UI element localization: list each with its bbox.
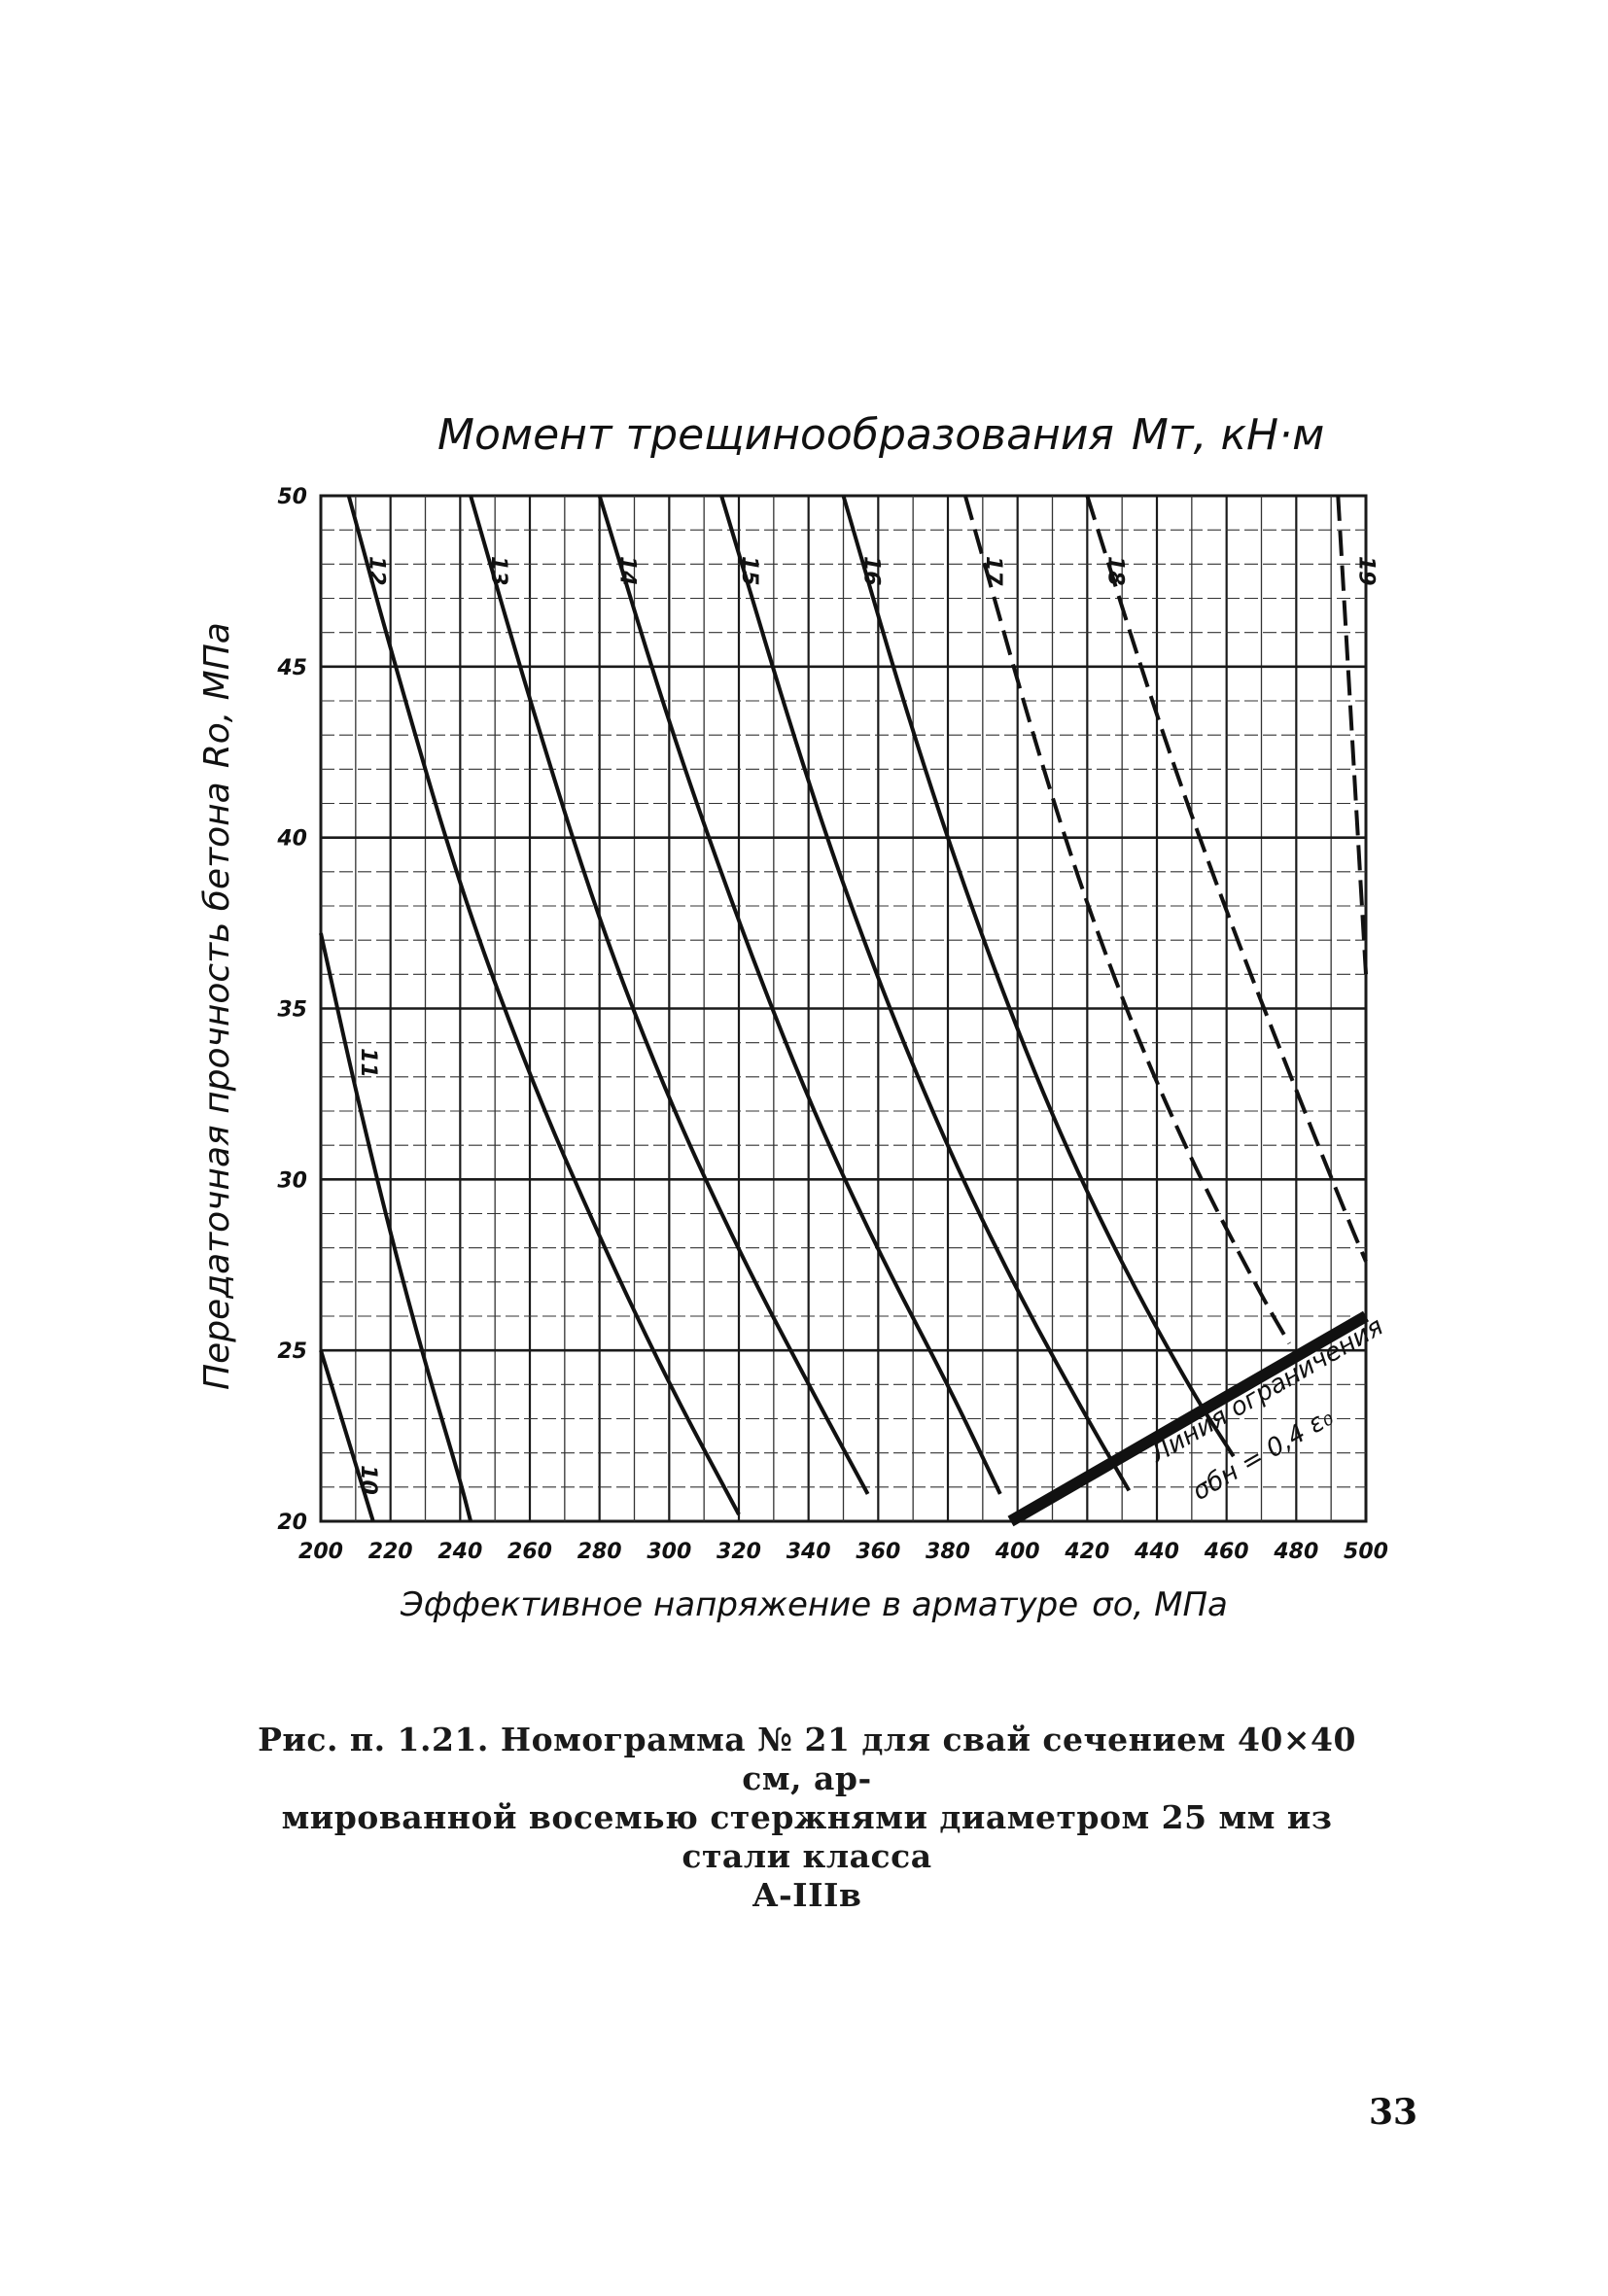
curve-10	[319, 1349, 375, 1522]
curve-19	[1336, 495, 1368, 975]
x-tick-label: 340	[787, 1540, 831, 1564]
curve-label-18: 18	[1102, 556, 1127, 586]
curve-label-19: 19	[1353, 556, 1378, 586]
x-tick-label: 420	[1064, 1540, 1109, 1564]
curve-label-17: 17	[981, 556, 1005, 586]
caption-line-1: Рис. п. 1.21. Номограмма № 21 для свай с…	[258, 1721, 1356, 1797]
limit-line	[1007, 1310, 1369, 1527]
y-axis-label: Передаточная прочность бетонаRo, МПа	[197, 622, 237, 1390]
y-tick-label: 35	[277, 998, 307, 1023]
y-tick-label: 50	[277, 485, 307, 509]
x-tick-label: 320	[717, 1540, 761, 1564]
page-number: 33	[1369, 2092, 1418, 2133]
y-tick-label: 20	[277, 1511, 307, 1535]
x-tick-label: 280	[577, 1540, 622, 1564]
tick-labels: 200 220 240 260 280 300 320 340 360 380 400 420 440 4…	[276, 485, 1388, 1564]
y-tick-label: 45	[276, 656, 307, 680]
y-tick-label: 25	[277, 1339, 307, 1364]
figure-caption: Рис. п. 1.21. Номограмма № 21 для свай с…	[233, 1721, 1381, 1915]
curve-15	[719, 495, 1132, 1492]
curve-18	[1085, 495, 1368, 1263]
y-tick-label: 30	[277, 1168, 307, 1193]
x-tick-label: 480	[1273, 1540, 1318, 1564]
x-tick-label: 360	[856, 1540, 900, 1564]
x-axis-label: Эффективное напряжение в арматуре σo, МПа	[400, 1585, 1228, 1624]
x-tick-label: 440	[1134, 1540, 1179, 1564]
x-tick-label: 300	[647, 1540, 691, 1564]
grid	[319, 494, 1368, 1523]
nomogram-chart: 10 11 12 13 14 15 16 17 18 19 Линия ограниченияσб…	[197, 410, 1388, 1624]
curve-12	[346, 495, 741, 1515]
x-tick-label: 260	[507, 1540, 552, 1564]
curve-17	[962, 495, 1291, 1345]
curve-label-15: 15	[737, 556, 761, 586]
curve-14	[597, 495, 1002, 1495]
x-tick-label: 220	[368, 1540, 413, 1564]
curves: 10 11 12 13 14 15 16 17 18 19	[319, 495, 1378, 1522]
chart-title: Момент трещинообразования Mт, кН·м	[437, 410, 1324, 460]
x-tick-label: 240	[437, 1540, 482, 1564]
x-tick-label: 460	[1204, 1540, 1249, 1564]
caption-line-3: А-IIIв	[752, 1876, 862, 1914]
x-tick-label: 400	[995, 1540, 1040, 1564]
curve-13	[469, 495, 870, 1495]
caption-line-2: мированной восемью стержнями диаметром 2…	[281, 1798, 1333, 1875]
curve-label-14: 14	[615, 556, 640, 586]
curve-label-12: 12	[365, 556, 389, 586]
y-tick-label: 40	[276, 827, 307, 852]
curve-16	[841, 495, 1236, 1458]
curve-label-10: 10	[356, 1465, 380, 1495]
curve-11	[319, 932, 473, 1522]
curve-label-16: 16	[859, 556, 884, 586]
curve-label-13: 13	[486, 556, 510, 586]
x-tick-label: 380	[926, 1540, 970, 1564]
x-tick-label: 500	[1344, 1540, 1388, 1564]
curve-label-11: 11	[356, 1048, 380, 1078]
x-tick-label: 200	[298, 1540, 343, 1564]
